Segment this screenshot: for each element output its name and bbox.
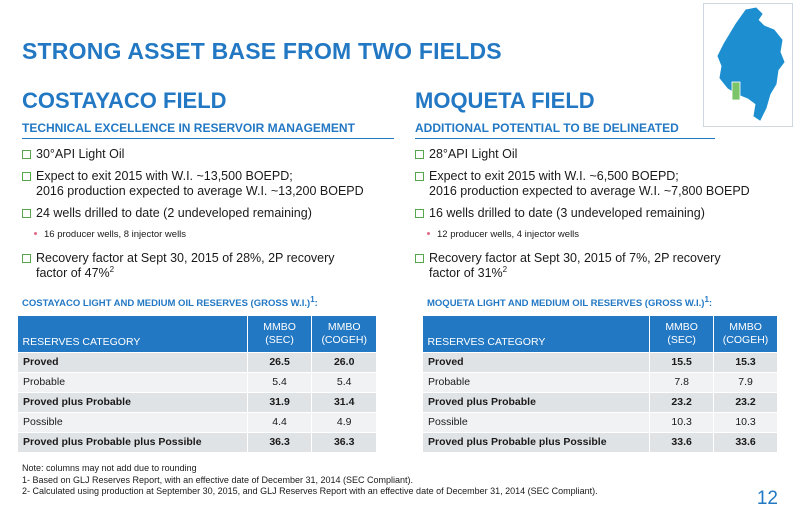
square-bullet-icon bbox=[415, 172, 424, 181]
moqueta-bullets: 28°API Light Oil Expect to exit 2015 wit… bbox=[415, 147, 795, 281]
list-item: Expect to exit 2015 with W.I. ~6,500 BOE… bbox=[415, 169, 795, 199]
list-item: Recovery factor at Sept 30, 2015 of 7%, … bbox=[415, 251, 795, 281]
footnotes: Note: columns may not add due to roundin… bbox=[22, 463, 598, 498]
slide-title: STRONG ASSET BASE FROM TWO FIELDS bbox=[22, 38, 502, 64]
moqueta-title: MOQUETA FIELD bbox=[415, 88, 595, 113]
table-header-row: RESERVES CATEGORY MMBO (SEC) MMBO (COGEH) bbox=[17, 316, 377, 352]
table-row: Proved 15.5 15.3 bbox=[421, 351, 778, 373]
map-panel bbox=[703, 3, 793, 127]
column-header-category: RESERVES CATEGORY bbox=[422, 316, 651, 352]
list-item: Expect to exit 2015 with W.I. ~13,500 BO… bbox=[22, 169, 402, 199]
costayaco-bullets: 30°API Light Oil Expect to exit 2015 wit… bbox=[22, 147, 402, 281]
moqueta-reserves-table: RESERVES CATEGORY MMBO (SEC) MMBO (COGEH) … bbox=[421, 316, 778, 453]
column-header-cogeh: MMBO (COGEH) bbox=[713, 316, 778, 352]
square-bullet-icon bbox=[415, 209, 424, 218]
list-item: 24 wells drilled to date (2 undeveloped … bbox=[22, 206, 402, 221]
table-row: Probable 7.8 7.9 bbox=[421, 371, 778, 393]
table-row: Proved 26.5 26.0 bbox=[17, 351, 377, 373]
list-item: 30°API Light Oil bbox=[22, 147, 402, 162]
list-item: 28°API Light Oil bbox=[415, 147, 795, 162]
table-row: Probable 5.4 5.4 bbox=[17, 371, 377, 393]
page-number: 12 bbox=[756, 488, 778, 509]
square-bullet-icon bbox=[22, 254, 31, 263]
square-bullet-icon bbox=[22, 150, 31, 159]
square-bullet-icon bbox=[22, 209, 31, 218]
column-header-sec: MMBO (SEC) bbox=[649, 316, 715, 352]
table-row: Possible 4.4 4.9 bbox=[17, 411, 377, 433]
square-bullet-icon bbox=[22, 172, 31, 181]
square-bullet-icon bbox=[415, 150, 424, 159]
costayaco-subtitle: TECHNICAL EXCELLENCE IN RESERVOIR MANAGE… bbox=[22, 121, 394, 139]
sub-list-item: 16 producer wells, 8 injector wells bbox=[22, 227, 402, 242]
dot-bullet-icon bbox=[427, 232, 430, 235]
square-bullet-icon bbox=[415, 254, 424, 263]
table-row: Possible 10.3 10.3 bbox=[421, 411, 778, 433]
list-item: 16 wells drilled to date (3 undeveloped … bbox=[415, 206, 795, 221]
table-row: Proved plus Probable 23.2 23.2 bbox=[421, 391, 778, 413]
dot-bullet-icon bbox=[34, 232, 37, 235]
column-header-category: RESERVES CATEGORY bbox=[17, 316, 248, 352]
table-row: Proved plus Probable 31.9 31.4 bbox=[17, 391, 377, 413]
table-row: Proved plus Probable plus Possible 33.6 33… bbox=[421, 431, 778, 453]
table-row: Proved plus Probable plus Possible 36.3 36… bbox=[17, 431, 377, 453]
moqueta-column: MOQUETA FIELD ADDITIONAL POTENTIAL TO BE… bbox=[415, 88, 795, 288]
sub-list-item: 12 producer wells, 4 injector wells bbox=[415, 227, 795, 242]
colombia-map-icon bbox=[717, 7, 785, 121]
footnote-2: 2- Calculated using production at Septem… bbox=[22, 486, 598, 496]
table-header-row: RESERVES CATEGORY MMBO (SEC) MMBO (COGEH) bbox=[422, 316, 778, 352]
column-header-sec: MMBO (SEC) bbox=[247, 316, 313, 352]
footnote-note: Note: columns may not add due to roundin… bbox=[22, 463, 197, 473]
costayaco-reserves-table: RESERVES CATEGORY MMBO (SEC) MMBO (COGEH) … bbox=[17, 316, 377, 453]
moqueta-table-caption: MOQUETA LIGHT AND MEDIUM OIL RESERVES (G… bbox=[427, 294, 713, 309]
costayaco-table-caption: COSTAYACO LIGHT AND MEDIUM OIL RESERVES … bbox=[22, 294, 318, 309]
footnote-1: 1- Based on GLJ Reserves Report, with an… bbox=[22, 474, 414, 485]
costayaco-title: COSTAYACO FIELD bbox=[22, 88, 227, 113]
list-item: Recovery factor at Sept 30, 2015 of 28%,… bbox=[22, 251, 402, 281]
column-header-cogeh: MMBO (COGEH) bbox=[311, 316, 377, 352]
costayaco-column: COSTAYACO FIELD TECHNICAL EXCELLENCE IN … bbox=[22, 88, 402, 288]
moqueta-subtitle: ADDITIONAL POTENTIAL TO BE DELINEATED bbox=[415, 121, 715, 139]
